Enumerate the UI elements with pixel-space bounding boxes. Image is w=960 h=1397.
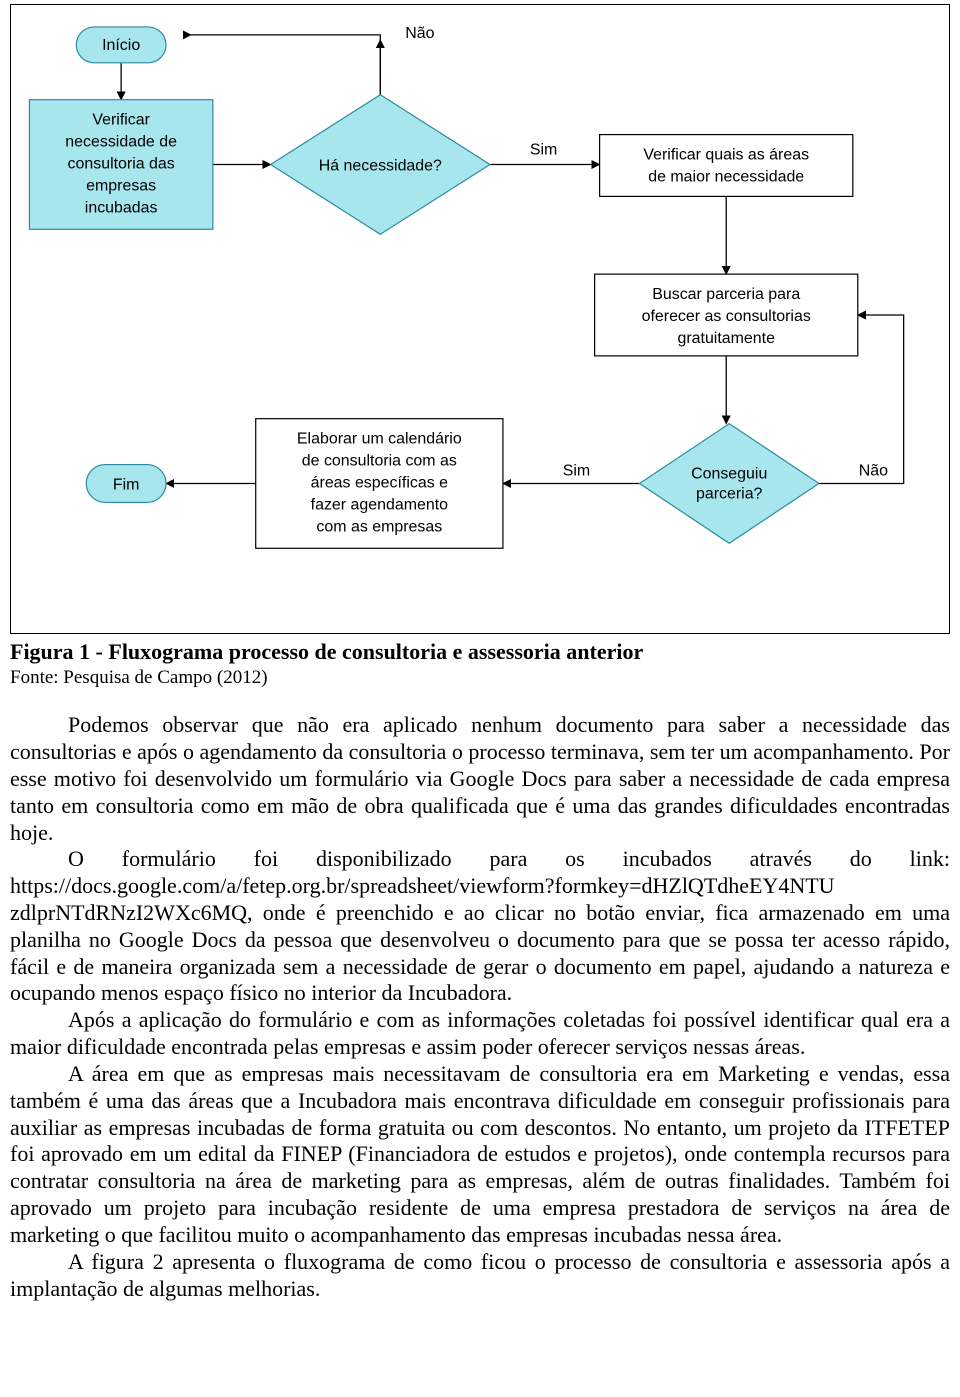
node-start-label: Início	[102, 37, 140, 54]
node-got-l2: parceria?	[696, 485, 763, 502]
edge-label-need-yes: Sim	[530, 142, 557, 159]
node-cal-l5: com as empresas	[316, 518, 442, 535]
node-verify-l5: incubadas	[85, 199, 158, 216]
paragraph-5: A figura 2 apresenta o fluxograma de com…	[10, 1249, 950, 1303]
flowchart-svg: Início Verificar necessidade de consulto…	[11, 5, 949, 633]
edge-label-got-yes: Sim	[563, 463, 590, 480]
node-verify-l1: Verificar	[92, 112, 150, 129]
node-partner-l3: gratuitamente	[677, 330, 775, 347]
node-verify-l4: empresas	[86, 177, 156, 194]
node-need-label: Há necessidade?	[319, 157, 442, 174]
node-got	[639, 424, 818, 544]
node-partner-l2: oferecer as consultorias	[642, 308, 811, 325]
node-cal-l3: áreas específicas e	[311, 474, 448, 491]
node-areas-l1: Verificar quais as áreas	[643, 147, 809, 164]
node-cal-l4: fazer agendamento	[311, 496, 448, 513]
edge-label-need-no: Não	[405, 25, 434, 42]
node-cal-l2: de consultoria com as	[302, 453, 457, 470]
figure-caption-source: Fonte: Pesquisa de Campo (2012)	[10, 666, 950, 691]
node-got-l1: Conseguiu	[691, 465, 767, 482]
paragraph-3: Após a aplicação do formulário e com as …	[10, 1007, 950, 1061]
node-cal-l1: Elaborar um calendário	[297, 431, 462, 448]
figure-caption: Figura 1 - Fluxograma processo de consul…	[10, 638, 950, 690]
node-partner-l1: Buscar parceria para	[652, 286, 800, 303]
paragraph-4: A área em que as empresas mais necessita…	[10, 1061, 950, 1249]
flowchart-container: Início Verificar necessidade de consulto…	[10, 4, 950, 634]
figure-caption-title: Figura 1 - Fluxograma processo de consul…	[10, 638, 950, 666]
node-areas	[600, 135, 853, 197]
edge-label-got-no: Não	[859, 463, 888, 480]
body-text: Podemos observar que não era aplicado ne…	[10, 712, 950, 1302]
node-verify-l3: consultoria das	[68, 155, 175, 172]
paragraph-1: Podemos observar que não era aplicado ne…	[10, 712, 950, 846]
edge-need-no	[191, 35, 380, 95]
node-verify-l2: necessidade de	[65, 134, 177, 151]
node-end-label: Fim	[113, 476, 140, 493]
paragraph-2: O formulário foi disponibilizado para os…	[10, 846, 950, 1007]
node-areas-l2: de maior necessidade	[648, 168, 804, 185]
